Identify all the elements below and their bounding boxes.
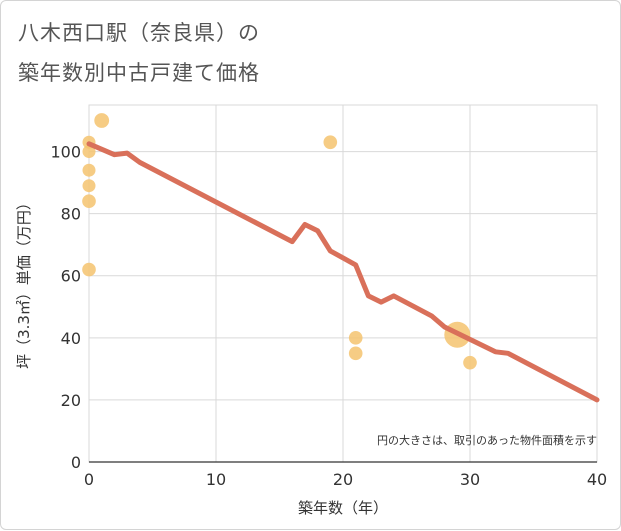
data-bubble — [94, 113, 110, 128]
data-bubble — [82, 145, 96, 159]
x-tick-label: 10 — [206, 470, 226, 489]
y-tick-label: 20 — [61, 391, 81, 410]
data-bubble — [82, 163, 96, 177]
y-tick-label: 0 — [71, 453, 81, 472]
y-tick-label: 80 — [61, 205, 81, 224]
chart-title-line-2: 築年数別中古戸建て価格 — [18, 61, 260, 85]
x-tick-label: 0 — [84, 470, 94, 489]
data-bubble — [323, 135, 338, 150]
data-bubble — [82, 262, 96, 277]
bubble-size-note: 円の大きさは、取引のあった物件面積を示す — [377, 433, 597, 447]
chart-title-line-1: 八木西口駅（奈良県）の — [18, 21, 260, 45]
axes: 0 10 20 30 40 0 20 40 60 80 100 — [50, 143, 607, 489]
trend-line — [86, 141, 600, 403]
grid — [89, 105, 597, 462]
x-tick-label: 30 — [460, 470, 480, 489]
data-bubble — [82, 179, 96, 193]
data-bubble — [348, 331, 363, 345]
data-bubble — [82, 194, 96, 209]
trend-line-group — [86, 141, 600, 403]
y-tick-label: 60 — [61, 267, 81, 286]
y-tick-label: 100 — [50, 143, 81, 162]
y-tick-label: 40 — [61, 329, 81, 348]
y-axis-label: 坪（3.3㎡）単価（万円） — [15, 195, 33, 369]
data-bubble — [463, 355, 477, 370]
x-tick-label: 40 — [587, 470, 607, 489]
x-tick-label: 20 — [333, 470, 353, 489]
data-bubble — [348, 346, 363, 361]
x-axis-label: 築年数（年） — [298, 499, 388, 517]
